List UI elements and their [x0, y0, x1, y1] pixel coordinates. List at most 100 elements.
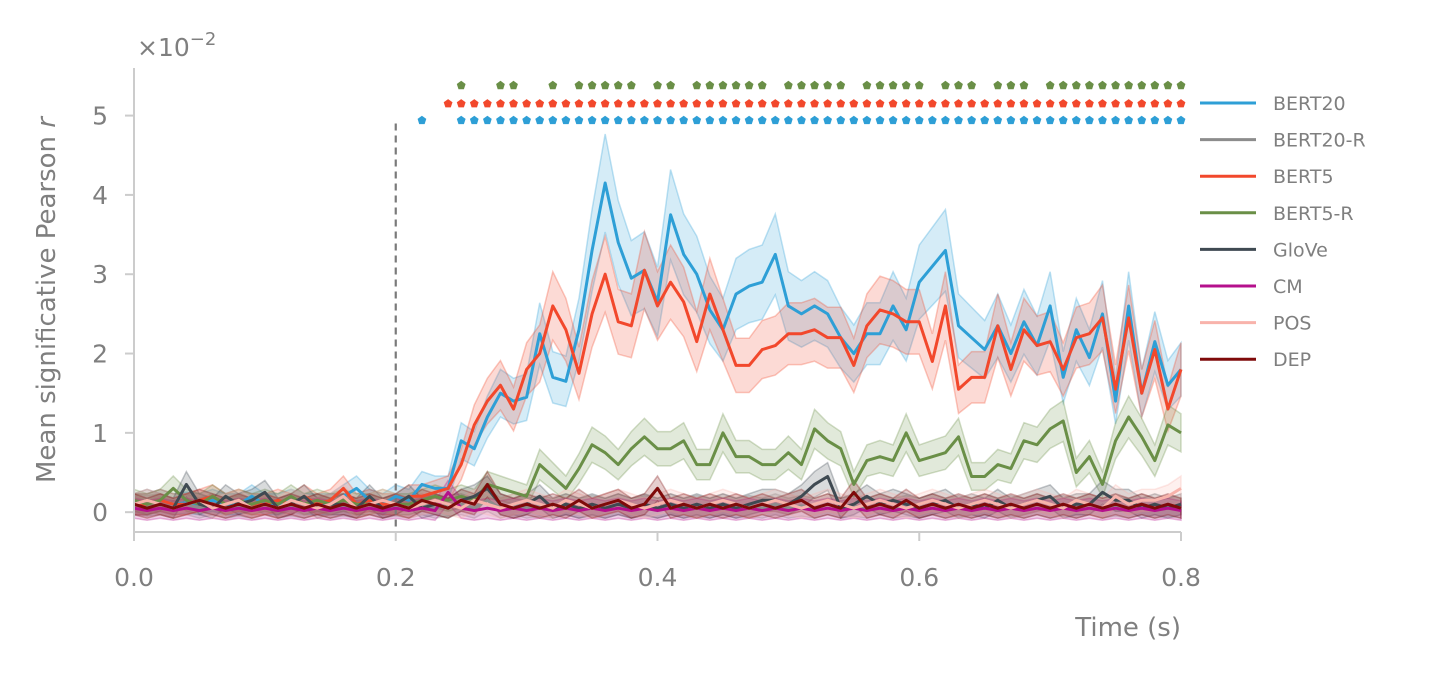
significance-marker-bert5 [914, 99, 924, 108]
y-tick-label: 4 [92, 181, 108, 210]
y-multiplier-exponent: −2 [190, 29, 217, 50]
significance-marker-bert5-r [1176, 80, 1186, 90]
significance-marker-bert20 [627, 115, 636, 125]
x-tick-label: 0.6 [899, 563, 939, 592]
band-bert20 [133, 133, 1182, 516]
x-tick-label: 0.0 [114, 563, 154, 592]
significance-marker-bert5 [1006, 99, 1016, 108]
significance-marker-bert5 [1019, 99, 1029, 108]
significance-marker-bert5-r [836, 80, 846, 90]
confidence-bands [133, 133, 1182, 522]
significance-marker-bert5 [1150, 99, 1160, 108]
y-axis-label-italic [32, 128, 62, 136]
significance-marker-bert5 [1032, 99, 1042, 108]
significance-marker-bert20 [653, 115, 662, 125]
significance-marker-bert5 [744, 99, 754, 108]
significance-marker-bert5-r [967, 80, 976, 90]
y-multiplier-base: ×10 [137, 33, 190, 62]
significance-marker-bert20 [980, 115, 990, 125]
significance-marker-bert5-r [496, 80, 505, 90]
significance-marker-bert20 [888, 115, 898, 125]
series-lines [133, 181, 1183, 513]
significance-marker-bert20 [692, 115, 702, 125]
significance-marker-bert5 [954, 99, 963, 108]
significance-marker-bert5-r [1111, 80, 1120, 90]
legend-item-bert20: BERT20 [1200, 93, 1346, 115]
significance-marker-bert20 [757, 115, 767, 125]
significance-marker-bert5-r [456, 80, 466, 90]
significance-marker-bert20 [456, 115, 466, 125]
significance-marker-bert20 [731, 115, 741, 125]
significance-marker-bert5 [443, 99, 453, 108]
significance-marker-bert20 [1085, 115, 1094, 125]
significance-marker-bert20 [600, 115, 610, 125]
significance-marker-bert20 [1124, 115, 1133, 125]
significance-marker-bert20 [1045, 115, 1055, 125]
significance-marker-bert20 [1019, 115, 1029, 125]
y-tick-label: 5 [92, 102, 108, 131]
significance-marker-bert5-r [509, 80, 518, 90]
band-bert5 [133, 228, 1182, 516]
significance-marker-bert5-r [692, 80, 702, 90]
significance-marker-bert5 [823, 99, 832, 108]
legend-label: POS [1273, 313, 1311, 335]
significance-marker-bert20 [1137, 115, 1147, 125]
significance-marker-bert5 [587, 99, 597, 108]
significance-marker-bert20 [483, 115, 492, 125]
significance-marker-bert5 [849, 99, 859, 108]
significance-marker-bert20 [522, 115, 531, 125]
x-axis-label: Time (s) [1074, 613, 1181, 643]
significance-marker-bert5-r [993, 80, 1003, 90]
significance-marker-bert5 [784, 99, 793, 108]
significance-marker-bert5 [770, 99, 780, 108]
significance-marker-bert5 [705, 99, 715, 108]
significance-marker-bert5 [993, 99, 1003, 108]
legend-label: GloVe [1273, 239, 1328, 261]
y-tick-label: 1 [92, 419, 108, 448]
significance-marker-bert5-r [784, 80, 793, 90]
legend-item-glove: GloVe [1200, 239, 1328, 261]
significance-marker-bert20 [417, 115, 427, 125]
y-axis-label-text: Mean significative Pearson [32, 136, 62, 483]
y-multiplier: ×10−2 [137, 29, 216, 62]
significance-marker-bert5-r [1006, 80, 1016, 90]
significance-marker-bert5 [967, 99, 976, 108]
significance-marker-bert5 [679, 99, 688, 108]
significance-marker-bert5-r [862, 80, 872, 90]
significance-marker-bert5 [692, 99, 702, 108]
significance-marker-bert5-r [731, 80, 741, 90]
significance-marker-bert5 [456, 99, 466, 108]
significance-marker-bert5 [627, 99, 636, 108]
significance-marker-bert5-r [901, 80, 911, 90]
x-tick-label: 0.2 [376, 563, 416, 592]
series-line-cm [133, 490, 1182, 513]
significance-marker-bert20 [797, 115, 806, 125]
significance-marker-bert20 [1071, 115, 1081, 125]
significance-marker-bert5 [1137, 99, 1147, 108]
significance-marker-bert5-r [941, 80, 950, 90]
y-axis-ticks: 0 1 2 3 4 5 [92, 102, 134, 527]
significance-marker-bert20 [744, 115, 754, 125]
legend-label: CM [1273, 276, 1303, 298]
significance-marker-bert20 [587, 115, 597, 125]
significance-marker-bert5 [1176, 99, 1186, 108]
significance-marker-bert5 [1124, 99, 1133, 108]
significance-marker-bert5-r [1163, 80, 1173, 90]
significance-marker-bert20 [810, 115, 819, 125]
significance-marker-bert5-r [1071, 80, 1081, 90]
significance-marker-bert20 [954, 115, 963, 125]
significance-marker-bert5 [797, 99, 806, 108]
significance-marker-bert20 [862, 115, 872, 125]
significance-marker-bert5 [613, 99, 623, 108]
significance-marker-bert20 [967, 115, 976, 125]
significance-marker-bert5-r [1098, 80, 1107, 90]
significance-marker-bert5 [496, 99, 505, 108]
significance-marker-bert5-r [718, 80, 728, 90]
significance-marker-bert20 [993, 115, 1003, 125]
significance-marker-bert5-r [600, 80, 610, 90]
legend-item-bert20-r: BERT20-R [1200, 130, 1366, 152]
significance-marker-bert20 [1006, 115, 1016, 125]
y-tick-label: 2 [92, 340, 108, 369]
significance-marker-bert5 [757, 99, 767, 108]
